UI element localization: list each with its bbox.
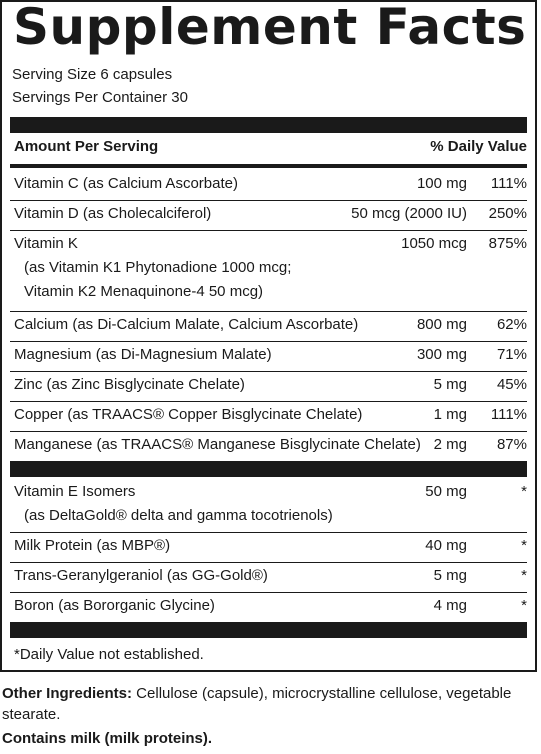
nutrient-daily-value: 62% bbox=[496, 316, 527, 333]
nutrient-name: Milk Protein (as MBP®) bbox=[14, 537, 171, 554]
nutrient-amount: 4 mg bbox=[433, 597, 467, 614]
row-divider bbox=[10, 562, 527, 563]
nutrient-amount: 5 mg bbox=[433, 376, 467, 393]
nutrient-name: Vitamin K bbox=[14, 235, 78, 252]
row-divider bbox=[10, 431, 527, 432]
nutrient-daily-value: 71% bbox=[496, 346, 527, 363]
column-header: Amount Per Serving % Daily Value bbox=[14, 138, 527, 160]
nutrient-name: Magnesium (as Di-Magnesium Malate) bbox=[14, 346, 272, 363]
nutrient-amount: 1050 mcg bbox=[401, 235, 467, 252]
row-divider bbox=[10, 371, 527, 372]
daily-value-header: % Daily Value bbox=[430, 138, 527, 155]
nutrient-source-line: Vitamin K2 Menaquinone-4 50 mcg) bbox=[24, 283, 264, 300]
nutrient-amount: 50 mg bbox=[425, 483, 467, 500]
nutrient-daily-value: 875% bbox=[488, 235, 527, 252]
panel-title: Supplement Facts bbox=[13, 0, 527, 56]
servings-per-container: Servings Per Container 30 bbox=[12, 89, 188, 106]
nutrient-daily-value: * bbox=[521, 597, 527, 614]
serving-size: Serving Size 6 capsules bbox=[12, 66, 173, 83]
nutrient-row-geranylgeraniol: Trans-Geranylgeraniol (as GG-Gold®) 5 mg… bbox=[14, 565, 527, 591]
nutrient-daily-value: * bbox=[521, 567, 527, 584]
nutrient-daily-value: 111% bbox=[490, 406, 527, 423]
nutrient-name: Vitamin D (as Cholecalciferol) bbox=[14, 205, 212, 222]
nutrient-row-vitamin-e: Vitamin E Isomers (as DeltaGold® delta a… bbox=[14, 481, 527, 531]
nutrient-daily-value: 87% bbox=[496, 436, 527, 453]
nutrient-name: Trans-Geranylgeraniol (as GG-Gold®) bbox=[14, 567, 268, 584]
other-ingredients-text: Cellulose (capsule), microcrystalline ce… bbox=[2, 685, 512, 723]
row-divider bbox=[10, 592, 527, 593]
nutrient-row-copper: Copper (as TRAACS® Copper Bisglycinate C… bbox=[14, 404, 527, 430]
other-ingredients: Other Ingredients: Cellulose (capsule), … bbox=[2, 683, 532, 725]
nutrient-row-vitamin-d: Vitamin D (as Cholecalciferol) 50 mcg (2… bbox=[14, 203, 527, 229]
nutrient-row-calcium: Calcium (as Di-Calcium Malate, Calcium A… bbox=[14, 314, 527, 340]
row-divider bbox=[10, 341, 527, 342]
nutrient-daily-value: * bbox=[521, 537, 527, 554]
nutrient-amount: 50 mcg (2000 IU) bbox=[351, 205, 467, 222]
nutrient-amount: 1 mg bbox=[433, 406, 467, 423]
nutrient-amount: 40 mg bbox=[425, 537, 467, 554]
row-divider bbox=[10, 230, 527, 231]
other-ingredients-label: Other Ingredients: bbox=[2, 685, 133, 702]
nutrient-amount: 300 mg bbox=[416, 346, 467, 363]
nutrient-name: Calcium (as Di-Calcium Malate, Calcium A… bbox=[14, 316, 359, 333]
nutrient-daily-value: * bbox=[521, 483, 527, 500]
thick-divider-top bbox=[10, 117, 527, 133]
nutrient-amount: 800 mg bbox=[416, 316, 467, 333]
nutrient-source-line: (as Vitamin K1 Phytonadione 1000 mcg; bbox=[24, 259, 292, 276]
nutrient-row-magnesium: Magnesium (as Di-Magnesium Malate) 300 m… bbox=[14, 344, 527, 370]
nutrient-amount: 5 mg bbox=[433, 567, 467, 584]
nutrient-row-zinc: Zinc (as Zinc Bisglycinate Chelate) 5 mg… bbox=[14, 374, 527, 400]
nutrient-row-boron: Boron (as Bororganic Glycine) 4 mg * bbox=[14, 595, 527, 621]
nutrient-name: Manganese (as TRAACS® Manganese Bisglyci… bbox=[14, 436, 421, 453]
nutrient-row-vitamin-c: Vitamin C (as Calcium Ascorbate) 100 mg … bbox=[14, 173, 527, 199]
daily-value-footnote: *Daily Value not established. bbox=[14, 646, 204, 663]
thick-divider-middle bbox=[10, 461, 527, 477]
thick-divider-bottom bbox=[10, 622, 527, 638]
nutrient-daily-value: 111% bbox=[490, 175, 527, 192]
nutrient-row-milk-protein: Milk Protein (as MBP®) 40 mg * bbox=[14, 535, 527, 561]
amount-per-serving-header: Amount Per Serving bbox=[14, 138, 159, 155]
nutrient-row-vitamin-k: Vitamin K (as Vitamin K1 Phytonadione 10… bbox=[14, 233, 527, 309]
row-divider bbox=[10, 311, 527, 312]
nutrient-name: Vitamin C (as Calcium Ascorbate) bbox=[14, 175, 238, 192]
nutrient-name: Boron (as Bororganic Glycine) bbox=[14, 597, 215, 614]
row-divider bbox=[10, 401, 527, 402]
supplement-facts-panel: Supplement Facts bbox=[0, 0, 537, 672]
allergen-statement: Contains milk (milk proteins). bbox=[2, 730, 213, 747]
nutrient-amount: 100 mg bbox=[416, 175, 467, 192]
nutrient-name: Copper (as TRAACS® Copper Bisglycinate C… bbox=[14, 406, 363, 423]
nutrient-row-manganese: Manganese (as TRAACS® Manganese Bisglyci… bbox=[14, 434, 527, 460]
header-divider bbox=[10, 164, 527, 168]
row-divider bbox=[10, 200, 527, 201]
row-divider bbox=[10, 532, 527, 533]
nutrient-name: Vitamin E Isomers bbox=[14, 483, 136, 500]
nutrient-daily-value: 45% bbox=[496, 376, 527, 393]
nutrient-name: Zinc (as Zinc Bisglycinate Chelate) bbox=[14, 376, 245, 393]
nutrient-amount: 2 mg bbox=[433, 436, 467, 453]
nutrient-source-line: (as DeltaGold® delta and gamma tocotrien… bbox=[24, 507, 333, 524]
nutrient-daily-value: 250% bbox=[488, 205, 527, 222]
